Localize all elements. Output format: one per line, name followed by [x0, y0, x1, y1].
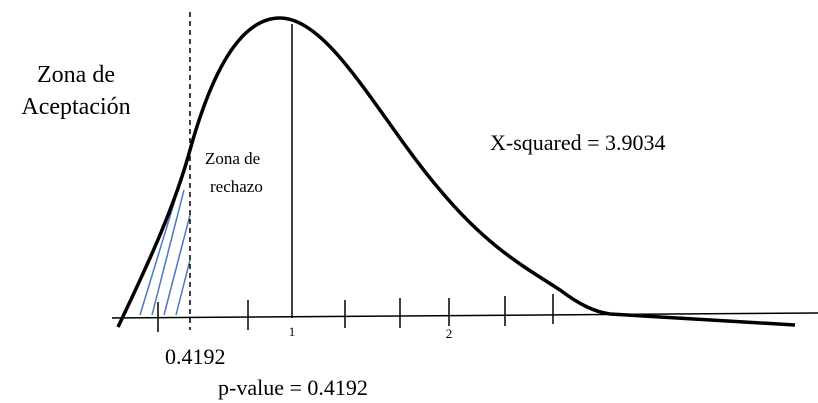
- hatch-line: [151, 189, 185, 316]
- acceptance-label: Aceptación: [21, 94, 130, 120]
- pvalue-label: p-value = 0.4192: [218, 375, 368, 400]
- acceptance-label: Zona de: [37, 62, 115, 88]
- ticks: [157, 294, 554, 332]
- density-curve: [116, 16, 796, 328]
- tick-label: 2: [446, 326, 453, 341]
- tick-label: 1: [289, 324, 296, 339]
- rejection-label: rechazo: [210, 177, 263, 196]
- hatch: [139, 189, 191, 316]
- hatch-line: [163, 214, 191, 316]
- statistic-label: X-squared = 3.9034: [490, 130, 666, 155]
- x-axis: [111, 312, 818, 319]
- hatch-line: [175, 259, 191, 316]
- rejection-label: Zona de: [205, 149, 260, 168]
- hatch-line: [139, 199, 176, 316]
- critical-label: 0.4192: [165, 344, 226, 369]
